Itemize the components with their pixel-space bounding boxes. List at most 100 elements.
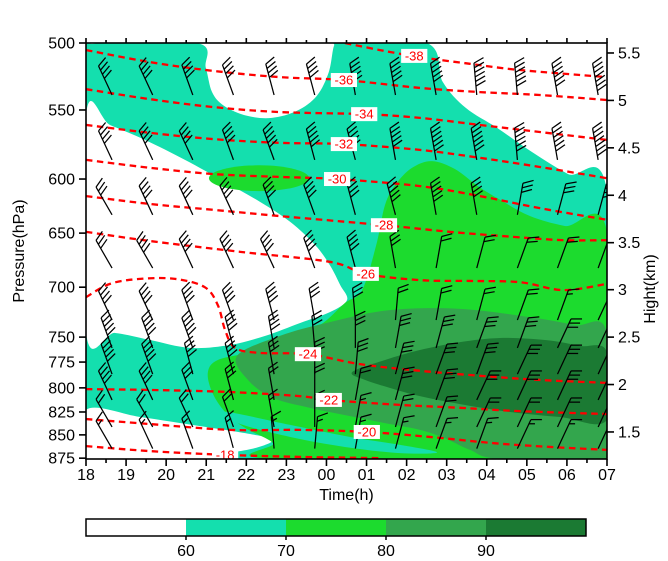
wind-barb (219, 176, 235, 216)
wind-barb (305, 121, 321, 161)
wind-barb (556, 236, 580, 269)
contour-label: -30 (328, 172, 347, 187)
wind-barb (259, 230, 275, 269)
wind-barb (219, 230, 235, 269)
wind-barb (556, 318, 583, 349)
wind-barb (516, 288, 540, 321)
contour-label-box (370, 218, 398, 233)
height-tick-label: 2 (618, 377, 627, 394)
wind-barb (136, 230, 154, 269)
wind-barb (354, 310, 366, 348)
wind-barb (435, 314, 456, 349)
wind-barb (354, 364, 372, 401)
colorbar-tick-label: 70 (277, 543, 295, 560)
height-tick-label: 3 (618, 282, 627, 299)
wind-barb (389, 229, 401, 269)
pressure-tick-label: 550 (48, 102, 75, 119)
x-tick-label: 03 (438, 467, 456, 484)
wind-barb (386, 176, 401, 215)
wind-barb (346, 176, 360, 215)
temperature-contour-layer (86, 43, 607, 459)
colorbar: 60 70 80 90 (85, 518, 587, 560)
axis-text-layer: 18 19 20 21 22 23 00 01 02 03 04 05 06 07500550600650… (11, 36, 659, 505)
wind-barb (141, 335, 157, 375)
height-tick-label: 4.5 (618, 140, 640, 157)
contour-label: -34 (355, 107, 374, 122)
wind-barb (470, 176, 483, 215)
contour-label-box (294, 347, 322, 362)
wind-barb (183, 335, 197, 375)
wind-barb (470, 121, 485, 161)
wind-barb (556, 288, 580, 321)
pressure-tick-label: 650 (48, 226, 75, 243)
wind-barb (267, 335, 280, 375)
pressure-tick-label: 700 (48, 280, 75, 297)
wind-barb (178, 122, 194, 161)
wind-barb (181, 309, 197, 349)
wind-barb (221, 281, 236, 321)
wind-barb (100, 335, 116, 375)
wind-barb (95, 411, 113, 449)
temp-contour--24 (86, 276, 607, 385)
y-right-axis-title: Hight(km) (642, 254, 659, 323)
wind-barb (476, 416, 499, 449)
colorbar-segment (86, 519, 187, 536)
wind-barb (221, 388, 235, 428)
wind-barb (224, 361, 237, 401)
rh-60to70-tongue (222, 411, 438, 454)
pressure-tick-label: 600 (48, 172, 75, 189)
contour-label: -24 (299, 347, 318, 362)
white-left-hole (86, 101, 348, 349)
colorbar-segment (186, 519, 287, 536)
wind-barb (221, 56, 236, 96)
pressure-tick-label: 775 (48, 355, 75, 372)
x-tick-label: 18 (77, 467, 95, 484)
wind-barb (394, 366, 415, 401)
rh-ge70-ellipse (208, 165, 309, 192)
pressure-tick-label: 500 (48, 36, 75, 53)
wind-barb (476, 397, 502, 428)
x-tick-label: 21 (197, 467, 215, 484)
wind-barb (178, 389, 194, 428)
x-tick-label: 05 (518, 467, 536, 484)
wind-barb (394, 393, 415, 428)
wind-barb (435, 368, 459, 401)
wind-barb (270, 410, 282, 449)
colorbar-segment (286, 519, 387, 536)
white-bottomleft-hole (86, 407, 274, 459)
wind-barb (591, 121, 607, 161)
temp-contour--36 (86, 48, 607, 102)
wind-barb (476, 234, 496, 269)
colorbar-tick-label: 80 (377, 543, 395, 560)
wind-barb (476, 370, 502, 401)
wind-barb (95, 389, 113, 428)
wind-barb (138, 122, 154, 161)
wind-barb (429, 176, 444, 215)
wind-barb (138, 57, 154, 96)
height-tick-label: 5.5 (618, 45, 640, 62)
wind-barb (181, 361, 194, 401)
wind-barb (556, 418, 583, 449)
wind-barb (394, 415, 415, 449)
height-tick-label: 1.5 (618, 424, 640, 441)
wind-barb (138, 282, 154, 321)
wind-barb (141, 309, 157, 349)
rh-ge90-main (351, 337, 607, 425)
wind-barb (516, 179, 534, 215)
wind-barb (305, 56, 319, 96)
wind-barb (346, 229, 360, 269)
wind-barb (100, 309, 116, 349)
wind-barb (516, 344, 542, 375)
contour-label-box (353, 424, 380, 439)
wind-barb (516, 236, 540, 269)
x-tick-label: 00 (318, 467, 336, 484)
wind-barb (516, 418, 542, 449)
wind-barb (224, 410, 235, 449)
x-tick-label: 01 (358, 467, 376, 484)
wind-barb (389, 121, 403, 161)
wind-barb (597, 428, 607, 449)
wind-barb (476, 316, 499, 349)
wind-barb (435, 285, 453, 321)
pressure-tick-label: 800 (48, 380, 75, 397)
pressure-tick-label: 875 (48, 451, 75, 468)
